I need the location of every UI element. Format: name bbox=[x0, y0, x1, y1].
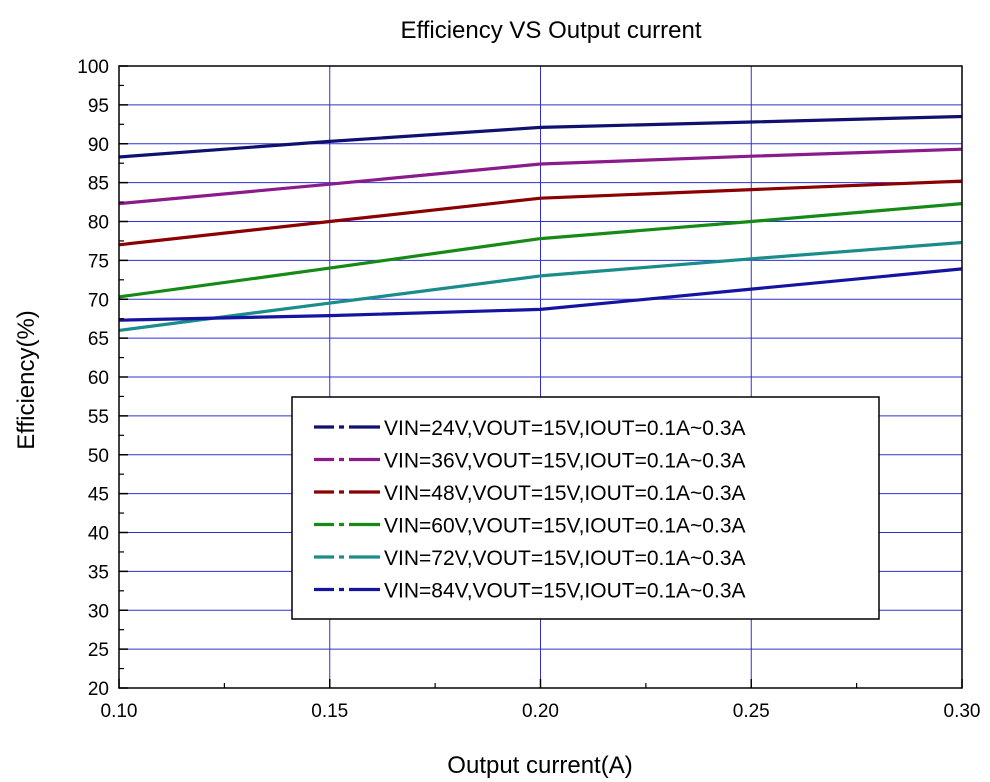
x-tick-label: 0.10 bbox=[101, 701, 138, 722]
y-tick-label: 90 bbox=[88, 135, 109, 156]
series-line-2 bbox=[118, 147, 963, 206]
y-tick-label: 65 bbox=[88, 329, 109, 350]
axis-ticks bbox=[118, 65, 963, 689]
series-line-6 bbox=[118, 267, 963, 322]
y-tick-label: 20 bbox=[88, 679, 109, 700]
series-line-5 bbox=[118, 240, 963, 332]
y-tick-label: 50 bbox=[88, 446, 109, 467]
y-axis-title: Efficiency(%) bbox=[13, 310, 40, 450]
legend-label-2: VIN=36V,VOUT=15V,IOUT=0.1A~0.3A bbox=[384, 450, 746, 473]
legend-label-5: VIN=72V,VOUT=15V,IOUT=0.1A~0.3A bbox=[384, 547, 746, 570]
x-tick-label: 0.20 bbox=[522, 701, 559, 722]
y-tick-label: 30 bbox=[88, 601, 109, 622]
y-tick-label: 75 bbox=[88, 251, 109, 272]
y-tick-label: 80 bbox=[88, 213, 109, 234]
series-lines bbox=[118, 114, 963, 332]
y-tick-label: 45 bbox=[88, 485, 109, 506]
y-tick-label: 25 bbox=[88, 640, 109, 661]
x-tick-label: 0.25 bbox=[733, 701, 770, 722]
y-tick-label: 70 bbox=[88, 290, 109, 311]
x-tick-label: 0.30 bbox=[944, 701, 981, 722]
y-tick-label: 40 bbox=[88, 524, 109, 545]
legend: VIN=24V,VOUT=15V,IOUT=0.1A~0.3A VIN=36V,V… bbox=[291, 396, 880, 620]
chart-title: Efficiency VS Output current bbox=[400, 17, 701, 44]
y-tick-label: 60 bbox=[88, 368, 109, 389]
x-axis-title: Output current(A) bbox=[447, 752, 632, 779]
legend-label-1: VIN=24V,VOUT=15V,IOUT=0.1A~0.3A bbox=[384, 417, 746, 440]
legend-label-4: VIN=60V,VOUT=15V,IOUT=0.1A~0.3A bbox=[384, 515, 746, 538]
y-tick-label: 95 bbox=[88, 96, 109, 117]
tick-labels: 20 25 30 35 40 45 50 55 60 65 70 75 80 85 90 95 100 0.10 0… bbox=[77, 57, 980, 722]
y-tick-label: 85 bbox=[88, 174, 109, 195]
legend-label-6: VIN=84V,VOUT=15V,IOUT=0.1A~0.3A bbox=[384, 580, 746, 603]
y-tick-label: 35 bbox=[88, 562, 109, 583]
x-tick-label: 0.15 bbox=[311, 701, 348, 722]
series-line-4 bbox=[118, 202, 963, 299]
legend-label-3: VIN=48V,VOUT=15V,IOUT=0.1A~0.3A bbox=[384, 482, 746, 505]
legend-box bbox=[291, 396, 880, 620]
series-line-1 bbox=[118, 114, 963, 159]
series-line-3 bbox=[118, 179, 963, 247]
y-tick-label: 100 bbox=[77, 57, 109, 78]
y-tick-label: 55 bbox=[88, 407, 109, 428]
